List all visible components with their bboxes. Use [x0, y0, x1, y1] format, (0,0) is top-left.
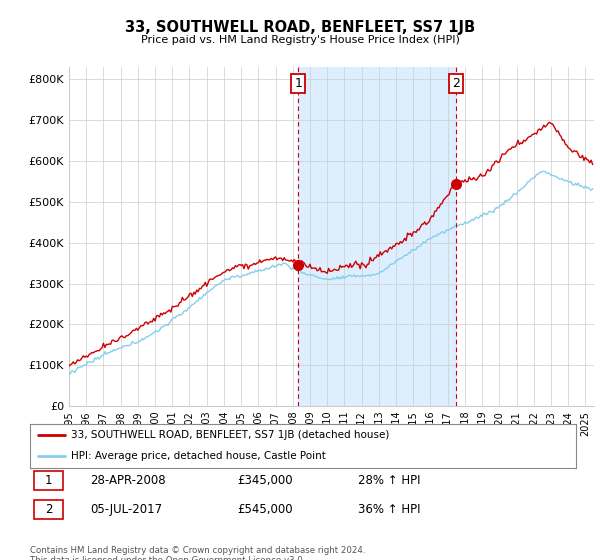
Text: 33, SOUTHWELL ROAD, BENFLEET, SS7 1JB (detached house): 33, SOUTHWELL ROAD, BENFLEET, SS7 1JB (d… — [71, 430, 389, 440]
Text: 36% ↑ HPI: 36% ↑ HPI — [358, 503, 420, 516]
Text: 33, SOUTHWELL ROAD, BENFLEET, SS7 1JB: 33, SOUTHWELL ROAD, BENFLEET, SS7 1JB — [125, 20, 475, 35]
Text: Contains HM Land Registry data © Crown copyright and database right 2024.
This d: Contains HM Land Registry data © Crown c… — [30, 546, 365, 560]
Text: 1: 1 — [295, 77, 302, 90]
Text: 05-JUL-2017: 05-JUL-2017 — [90, 503, 162, 516]
Text: 28-APR-2008: 28-APR-2008 — [90, 474, 166, 487]
Bar — [298, 67, 456, 406]
Text: Price paid vs. HM Land Registry's House Price Index (HPI): Price paid vs. HM Land Registry's House … — [140, 35, 460, 45]
Text: £345,000: £345,000 — [238, 474, 293, 487]
Text: £545,000: £545,000 — [238, 503, 293, 516]
FancyBboxPatch shape — [34, 501, 63, 519]
Text: HPI: Average price, detached house, Castle Point: HPI: Average price, detached house, Cast… — [71, 451, 326, 461]
Text: 2: 2 — [452, 77, 460, 90]
FancyBboxPatch shape — [34, 472, 63, 489]
Text: 2: 2 — [45, 503, 52, 516]
Text: 1: 1 — [45, 474, 52, 487]
Text: 28% ↑ HPI: 28% ↑ HPI — [358, 474, 420, 487]
